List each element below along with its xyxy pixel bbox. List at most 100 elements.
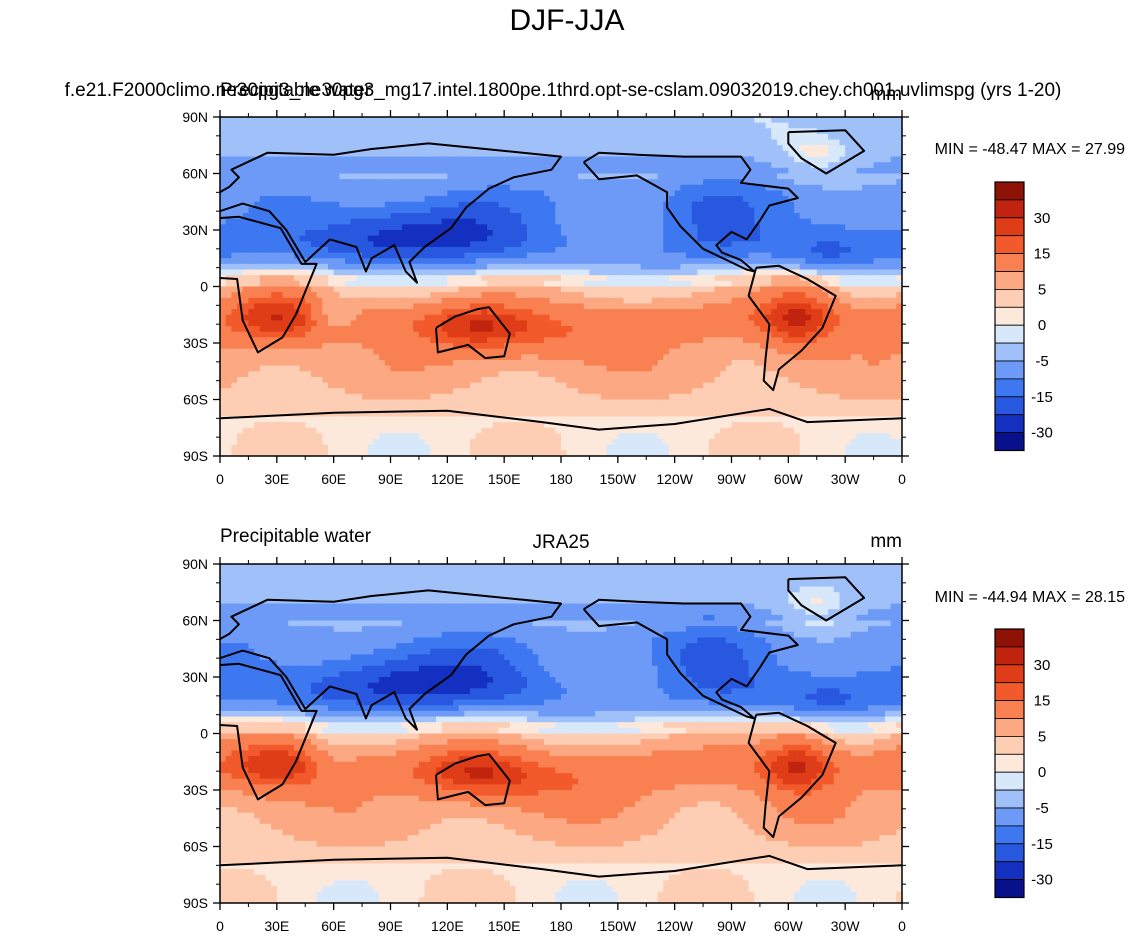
field-cell <box>731 314 738 321</box>
field-cell <box>487 207 494 214</box>
field-cell <box>299 167 306 175</box>
field-cell <box>606 337 613 344</box>
field-cell <box>492 122 500 129</box>
field-cell <box>623 348 630 355</box>
field-cell <box>464 292 471 299</box>
field-cell <box>566 314 573 321</box>
field-cell <box>521 179 528 186</box>
field-cell <box>424 258 431 265</box>
field-cell <box>811 224 818 231</box>
field-cell <box>794 343 801 350</box>
field-cell <box>646 150 653 158</box>
field-cell <box>896 252 902 259</box>
field-cell <box>299 297 306 305</box>
field-cell <box>589 320 596 327</box>
field-cell <box>873 286 880 293</box>
field-cell <box>788 292 795 299</box>
field-cell <box>373 117 380 124</box>
field-cell <box>487 246 494 254</box>
field-cell <box>748 218 755 225</box>
field-cell <box>396 235 403 242</box>
field-cell <box>884 207 892 214</box>
field-cell <box>549 241 556 248</box>
field-cell <box>708 252 716 259</box>
field-cell <box>464 167 471 175</box>
field-cell <box>691 139 698 146</box>
field-cell <box>879 314 886 321</box>
field-cell <box>896 145 902 152</box>
field-cell <box>487 303 494 310</box>
field-cell <box>453 162 460 169</box>
field-cell <box>697 309 704 316</box>
field-cell <box>282 246 289 254</box>
field-cell <box>680 179 687 186</box>
field-cell <box>862 196 869 203</box>
field-cell <box>373 343 380 350</box>
field-cell <box>407 133 414 141</box>
field-cell <box>379 286 386 293</box>
field-cell <box>600 145 608 152</box>
field-cell <box>725 201 733 208</box>
field-cell <box>799 258 806 265</box>
field-cell <box>668 167 676 175</box>
field-cell <box>805 196 812 203</box>
field-cell <box>896 269 902 276</box>
field-cell <box>737 150 744 158</box>
field-cell <box>231 258 238 265</box>
field-cell <box>390 207 397 214</box>
field-cell <box>390 150 397 158</box>
field-cell <box>867 156 875 163</box>
field-cell <box>578 224 585 231</box>
field-cell <box>890 275 897 282</box>
field-cell <box>634 128 642 135</box>
field-cell <box>310 326 318 333</box>
field-cell <box>339 213 346 220</box>
field-cell <box>458 235 465 242</box>
field-cell <box>532 337 539 344</box>
field-cell <box>879 150 886 158</box>
field-cell <box>379 139 386 146</box>
field-cell <box>350 286 357 293</box>
field-cell <box>504 173 511 180</box>
field-cell <box>572 258 579 265</box>
field-cell <box>521 122 528 129</box>
field-cell <box>322 331 329 338</box>
field-cell <box>646 280 653 288</box>
field-cell <box>384 263 392 271</box>
field-cell <box>532 331 539 338</box>
field-cell <box>282 128 289 135</box>
field-cell <box>566 162 573 169</box>
field-cell <box>458 145 465 152</box>
field-cell <box>339 286 346 293</box>
field-cell <box>424 326 431 333</box>
field-cell <box>367 337 375 344</box>
field-cell <box>691 213 698 220</box>
field-cell <box>413 196 420 203</box>
field-cell <box>333 156 340 163</box>
field-cell <box>362 128 369 135</box>
field-cell <box>720 122 727 129</box>
field-cell <box>367 218 375 225</box>
field-cell <box>828 241 835 248</box>
field-cell <box>532 320 539 327</box>
field-cell <box>663 241 670 248</box>
field-cell <box>549 331 556 338</box>
field-cell <box>788 286 795 293</box>
field-cell <box>879 343 886 350</box>
field-cell <box>504 309 511 316</box>
field-cell <box>799 184 806 192</box>
field-cell <box>799 150 806 158</box>
field-cell <box>327 128 335 135</box>
field-cell <box>612 224 619 231</box>
field-cell <box>583 207 591 214</box>
field-cell <box>299 230 306 237</box>
field-cell <box>759 343 767 350</box>
field-cell <box>606 184 613 192</box>
field-cell <box>725 292 733 299</box>
field-cell <box>248 348 255 355</box>
field-cell <box>521 196 528 203</box>
field-cell <box>265 117 272 124</box>
field-cell <box>521 156 528 163</box>
field-cell <box>401 320 409 327</box>
field-cell <box>867 286 875 293</box>
